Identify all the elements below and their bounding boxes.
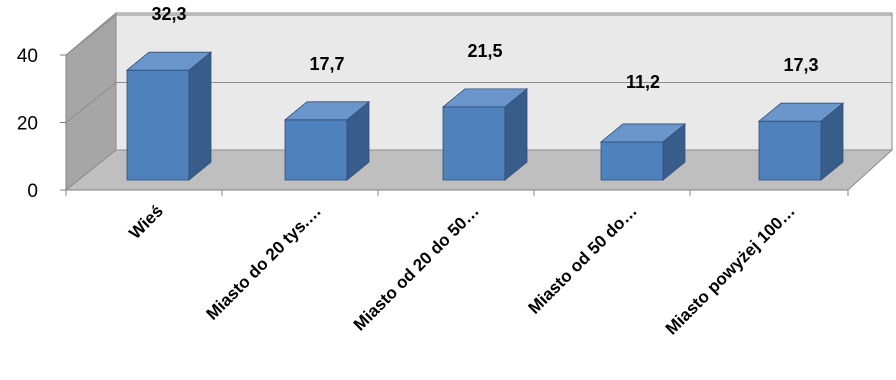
bar-top-3 [599,123,687,143]
y-tick-label-0: 0 [27,181,38,202]
data-label-0: 32,3 [151,4,186,24]
y-axis-ticks: 0 20 40 [17,46,849,202]
data-labels: 32,3 17,7 21,5 11,2 17,3 [151,4,818,92]
bar-front-2 [442,106,506,181]
category-label-1: Miasto do 20 tys.… [203,201,325,323]
gridline-side-40 [65,14,117,56]
bar-top-0 [125,51,213,71]
bar-2 [441,88,529,181]
bar-front-1 [284,119,348,181]
bar-1 [283,100,371,181]
data-label-4: 17,3 [783,55,818,75]
bar-4 [757,102,845,181]
category-labels: Wieś Miasto do 20 tys.… Miasto od 20 do 50… [125,201,798,338]
gridline-side-20 [65,82,117,123]
bar-top-1 [283,101,371,121]
data-label-3: 11,2 [626,72,660,92]
bar-front-0 [126,69,190,181]
category-label-2: Miasto od 20 do 50… [350,201,483,334]
data-label-2: 21,5 [467,41,502,61]
bars [125,51,845,181]
bar-3 [599,123,687,181]
y-tick-label-20: 20 [17,114,38,135]
bar-top-4 [757,102,845,122]
y-tick-label-40: 40 [17,46,38,67]
bar-0 [125,51,213,181]
bar-side-0 [188,51,212,181]
bar-front-4 [758,120,822,181]
category-label-0: Wieś [125,201,166,242]
category-label-4: Miasto powyżej 100… [662,201,799,338]
gridlines [65,14,892,123]
bar-front-3 [600,141,664,181]
category-label-3: Miasto od 50 do… [525,201,641,317]
bar-top-2 [441,88,529,108]
data-label-1: 17,7 [309,54,344,74]
